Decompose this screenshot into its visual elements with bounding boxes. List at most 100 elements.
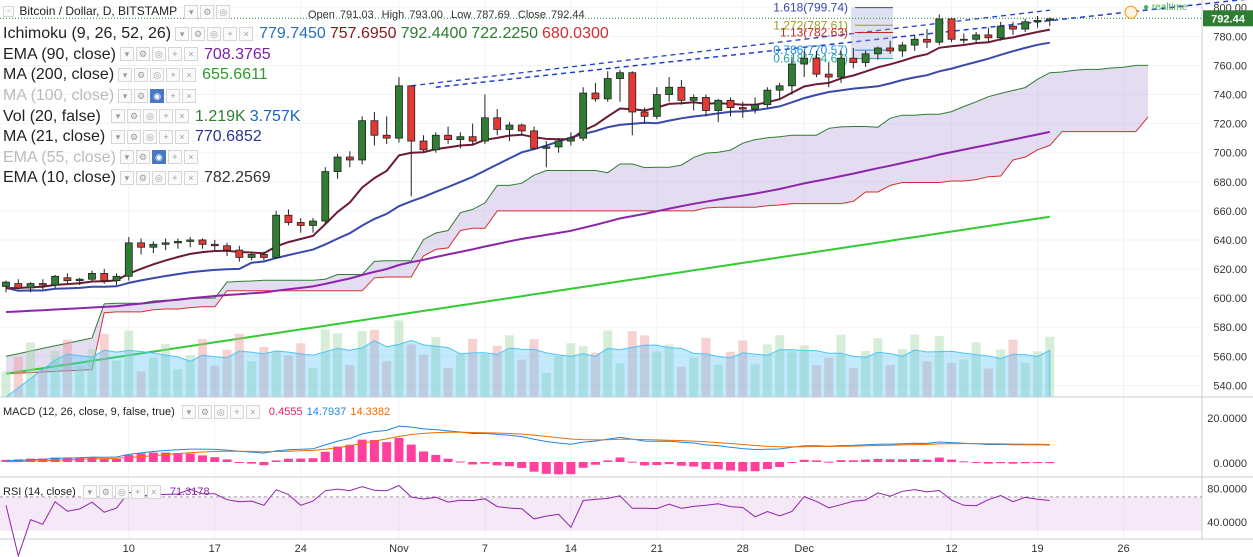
indicator-row[interactable]: EMA (10, close) ▾ ⚙ ◎ + × 782.2569 — [3, 169, 271, 187]
macd-histogram-bar — [996, 462, 1006, 464]
candle-body — [738, 107, 747, 110]
rsi-values: 71.3178 — [166, 486, 210, 498]
add-icon[interactable]: + — [159, 109, 173, 124]
dropdown-icon[interactable]: ▾ — [119, 170, 134, 185]
macd-histogram-bar — [762, 462, 772, 470]
time-tick-label: 17 — [209, 543, 221, 555]
settings-icon[interactable]: ⚙ — [134, 67, 149, 82]
eye-icon[interactable]: ◎ — [143, 109, 157, 124]
settings-icon[interactable]: ⚙ — [197, 405, 212, 419]
dropdown-icon[interactable]: ▾ — [119, 150, 134, 165]
indicator-row[interactable]: MA (100, close) ▾ ⚙ ◉ + × — [3, 87, 198, 105]
macd-histogram-bar — [271, 460, 281, 462]
macd-histogram-bar — [197, 455, 207, 462]
close-icon[interactable]: × — [175, 129, 189, 144]
add-icon[interactable]: + — [166, 67, 181, 82]
close-icon[interactable]: × — [182, 88, 197, 103]
volume-bar — [185, 354, 195, 397]
close-icon[interactable]: × — [183, 170, 198, 185]
settings-icon[interactable]: ⚙ — [98, 485, 113, 499]
add-icon[interactable]: + — [229, 405, 244, 419]
indicator-row[interactable]: MA (200, close) ▾ ⚙ ◎ + × 655.6611 — [3, 66, 268, 84]
macd-histogram-bar — [247, 462, 257, 464]
volume-bar — [259, 346, 269, 397]
candle-body — [1021, 21, 1030, 30]
eye-icon[interactable]: ◎ — [213, 405, 228, 419]
macd-histogram-bar — [897, 459, 907, 462]
eye-icon[interactable]: ◎ — [207, 26, 222, 41]
close-icon[interactable]: × — [239, 26, 254, 41]
indicator-label: Ichimoku (9, 26, 52, 26) — [3, 25, 172, 43]
hide-icon[interactable]: ◎ — [216, 5, 231, 20]
macd-histogram-bar — [185, 453, 195, 462]
macd-histogram-bar — [431, 454, 441, 462]
candle-body — [124, 242, 133, 277]
dropdown-icon[interactable]: ▾ — [118, 67, 133, 82]
macd-histogram-bar — [848, 460, 858, 462]
eye-icon[interactable]: ◎ — [151, 47, 166, 62]
macd-histogram-bar — [738, 462, 748, 472]
settings-icon[interactable]: ⚙ — [200, 5, 215, 20]
candle-body — [468, 136, 477, 142]
close-icon[interactable]: × — [175, 109, 189, 124]
candle-body — [824, 73, 833, 78]
dropdown-icon[interactable]: ▾ — [181, 405, 196, 419]
eye-icon[interactable]: ◉ — [151, 150, 166, 165]
eye-icon[interactable]: ◎ — [114, 485, 129, 499]
dropdown-icon[interactable]: ▾ — [118, 88, 133, 103]
macd-label: MACD (12, 26, close, 9, false, true) — [3, 405, 175, 418]
macd-histogram-bar — [590, 462, 600, 465]
close-icon[interactable]: × — [183, 150, 198, 165]
dropdown-icon[interactable]: ▾ — [119, 47, 134, 62]
candle-body — [689, 97, 698, 101]
add-icon[interactable]: + — [223, 26, 238, 41]
indicator-row[interactable]: MA (21, close) ▾ ⚙ ◎ + × 770.6852 — [3, 128, 262, 146]
macd-signal-line — [5, 431, 1050, 463]
indicator-row[interactable]: EMA (90, close) ▾ ⚙ ◎ + × 708.3765 — [3, 46, 271, 64]
settings-icon[interactable]: ⚙ — [135, 170, 150, 185]
add-icon[interactable]: + — [159, 129, 173, 144]
settings-icon[interactable]: ⚙ — [191, 26, 206, 41]
price-tick-label: 780.00 — [1213, 31, 1247, 43]
candle-body — [652, 94, 661, 117]
settings-icon[interactable]: ⚙ — [135, 47, 150, 62]
collapse-icon[interactable]: ▫ — [3, 6, 14, 18]
eye-icon[interactable]: ◎ — [143, 129, 157, 144]
volume-bar — [947, 362, 957, 397]
volume-bar — [799, 345, 809, 397]
dropdown-icon[interactable]: ▾ — [184, 5, 199, 20]
indicator-row[interactable]: Ichimoku (9, 26, 52, 26) ▾ ⚙ ◎ + × 779.7450 757… — [3, 25, 609, 43]
candle-body — [996, 25, 1005, 39]
add-icon[interactable]: + — [167, 150, 182, 165]
add-icon[interactable]: + — [130, 485, 145, 499]
price-tick-label: 600.00 — [1213, 293, 1247, 305]
add-icon[interactable]: + — [167, 47, 182, 62]
indicator-row[interactable]: EMA (55, close) ▾ ⚙ ◉ + × — [3, 149, 200, 167]
indicator-row[interactable]: Vol (20, false) ▾ ⚙ ◎ + × 1.219K 3.757K — [3, 107, 300, 125]
eye-icon[interactable]: ◎ — [151, 170, 166, 185]
candle-body — [677, 86, 686, 101]
dropdown-icon[interactable]: ▾ — [82, 485, 97, 499]
candle-body — [2, 281, 10, 287]
close-icon[interactable]: × — [245, 405, 260, 419]
time-tick-label: 28 — [737, 543, 749, 555]
settings-icon[interactable]: ⚙ — [134, 88, 149, 103]
dropdown-icon[interactable]: ▾ — [111, 109, 125, 124]
eye-icon[interactable]: ◎ — [150, 67, 165, 82]
candle-body — [272, 214, 281, 258]
close-icon[interactable]: × — [146, 485, 161, 499]
eye-icon[interactable]: ◉ — [150, 88, 165, 103]
dropdown-icon[interactable]: ▾ — [175, 26, 190, 41]
add-icon[interactable]: + — [166, 88, 181, 103]
add-icon[interactable]: + — [167, 170, 182, 185]
settings-icon[interactable]: ⚙ — [127, 109, 141, 124]
settings-icon[interactable]: ⚙ — [135, 150, 150, 165]
close-icon[interactable]: × — [182, 67, 197, 82]
dropdown-icon[interactable]: ▾ — [111, 129, 125, 144]
close-icon[interactable]: × — [183, 47, 198, 62]
settings-icon[interactable]: ⚙ — [127, 129, 141, 144]
candle-body — [751, 104, 759, 110]
rsi-legend: RSI (14, close) ▾ ⚙ ◎ + × 71.3178 — [3, 485, 210, 499]
candle-body — [186, 239, 195, 242]
